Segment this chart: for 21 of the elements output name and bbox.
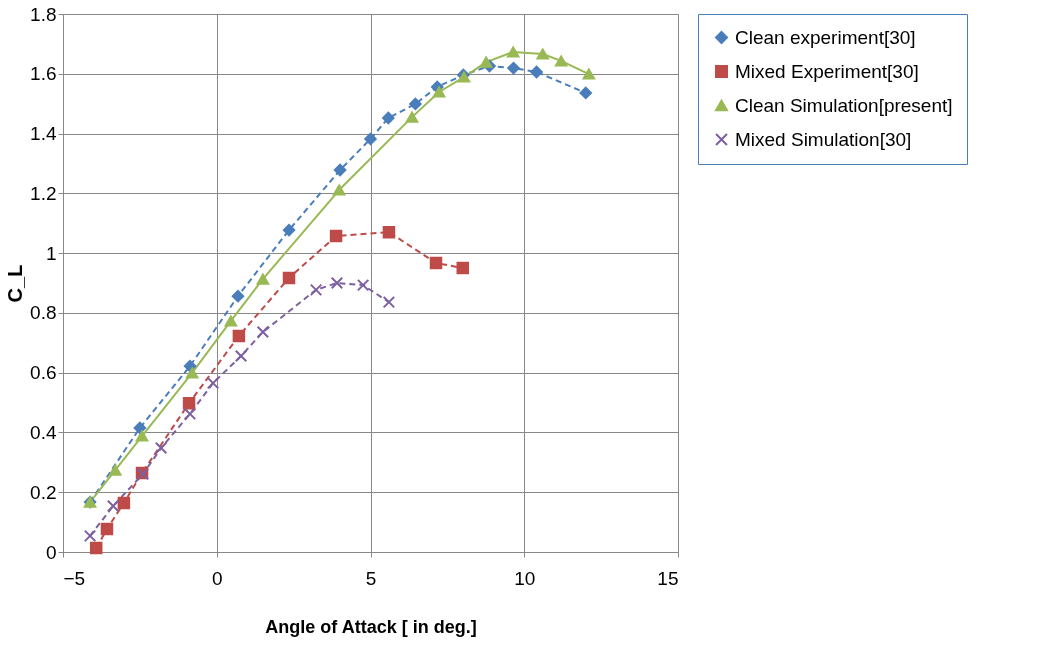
y-tick-label: 0.2	[30, 481, 57, 503]
legend-label: Mixed Experiment[30]	[735, 60, 919, 82]
y-tick-label: 1	[45, 242, 57, 264]
x-tick-label: 5	[365, 567, 377, 589]
y-tick-label: 1.4	[30, 123, 57, 145]
y-tick-label: 1.8	[30, 3, 57, 25]
x-tick-label: −5	[63, 567, 86, 589]
y-axis-title: C_L	[4, 264, 27, 303]
legend-label: Mixed Simulation[30]	[735, 128, 912, 150]
y-tick-label: 0	[45, 541, 57, 563]
legend-label: Clean experiment[30]	[735, 26, 916, 48]
x-tick-label: 15	[657, 567, 679, 589]
y-tick-label: 0.4	[30, 421, 57, 443]
x-tick-label: 10	[514, 567, 536, 589]
y-tick-label: 0.6	[30, 362, 57, 384]
x-axis-title: Angle of Attack [ in deg.]	[265, 616, 477, 637]
y-tick-label: 1.2	[30, 182, 57, 204]
y-tick-label: 0.8	[30, 302, 57, 324]
y-tick-label: 1.6	[30, 63, 57, 85]
legend-label: Clean Simulation[present]	[735, 94, 953, 116]
x-tick-label: 0	[211, 567, 223, 589]
